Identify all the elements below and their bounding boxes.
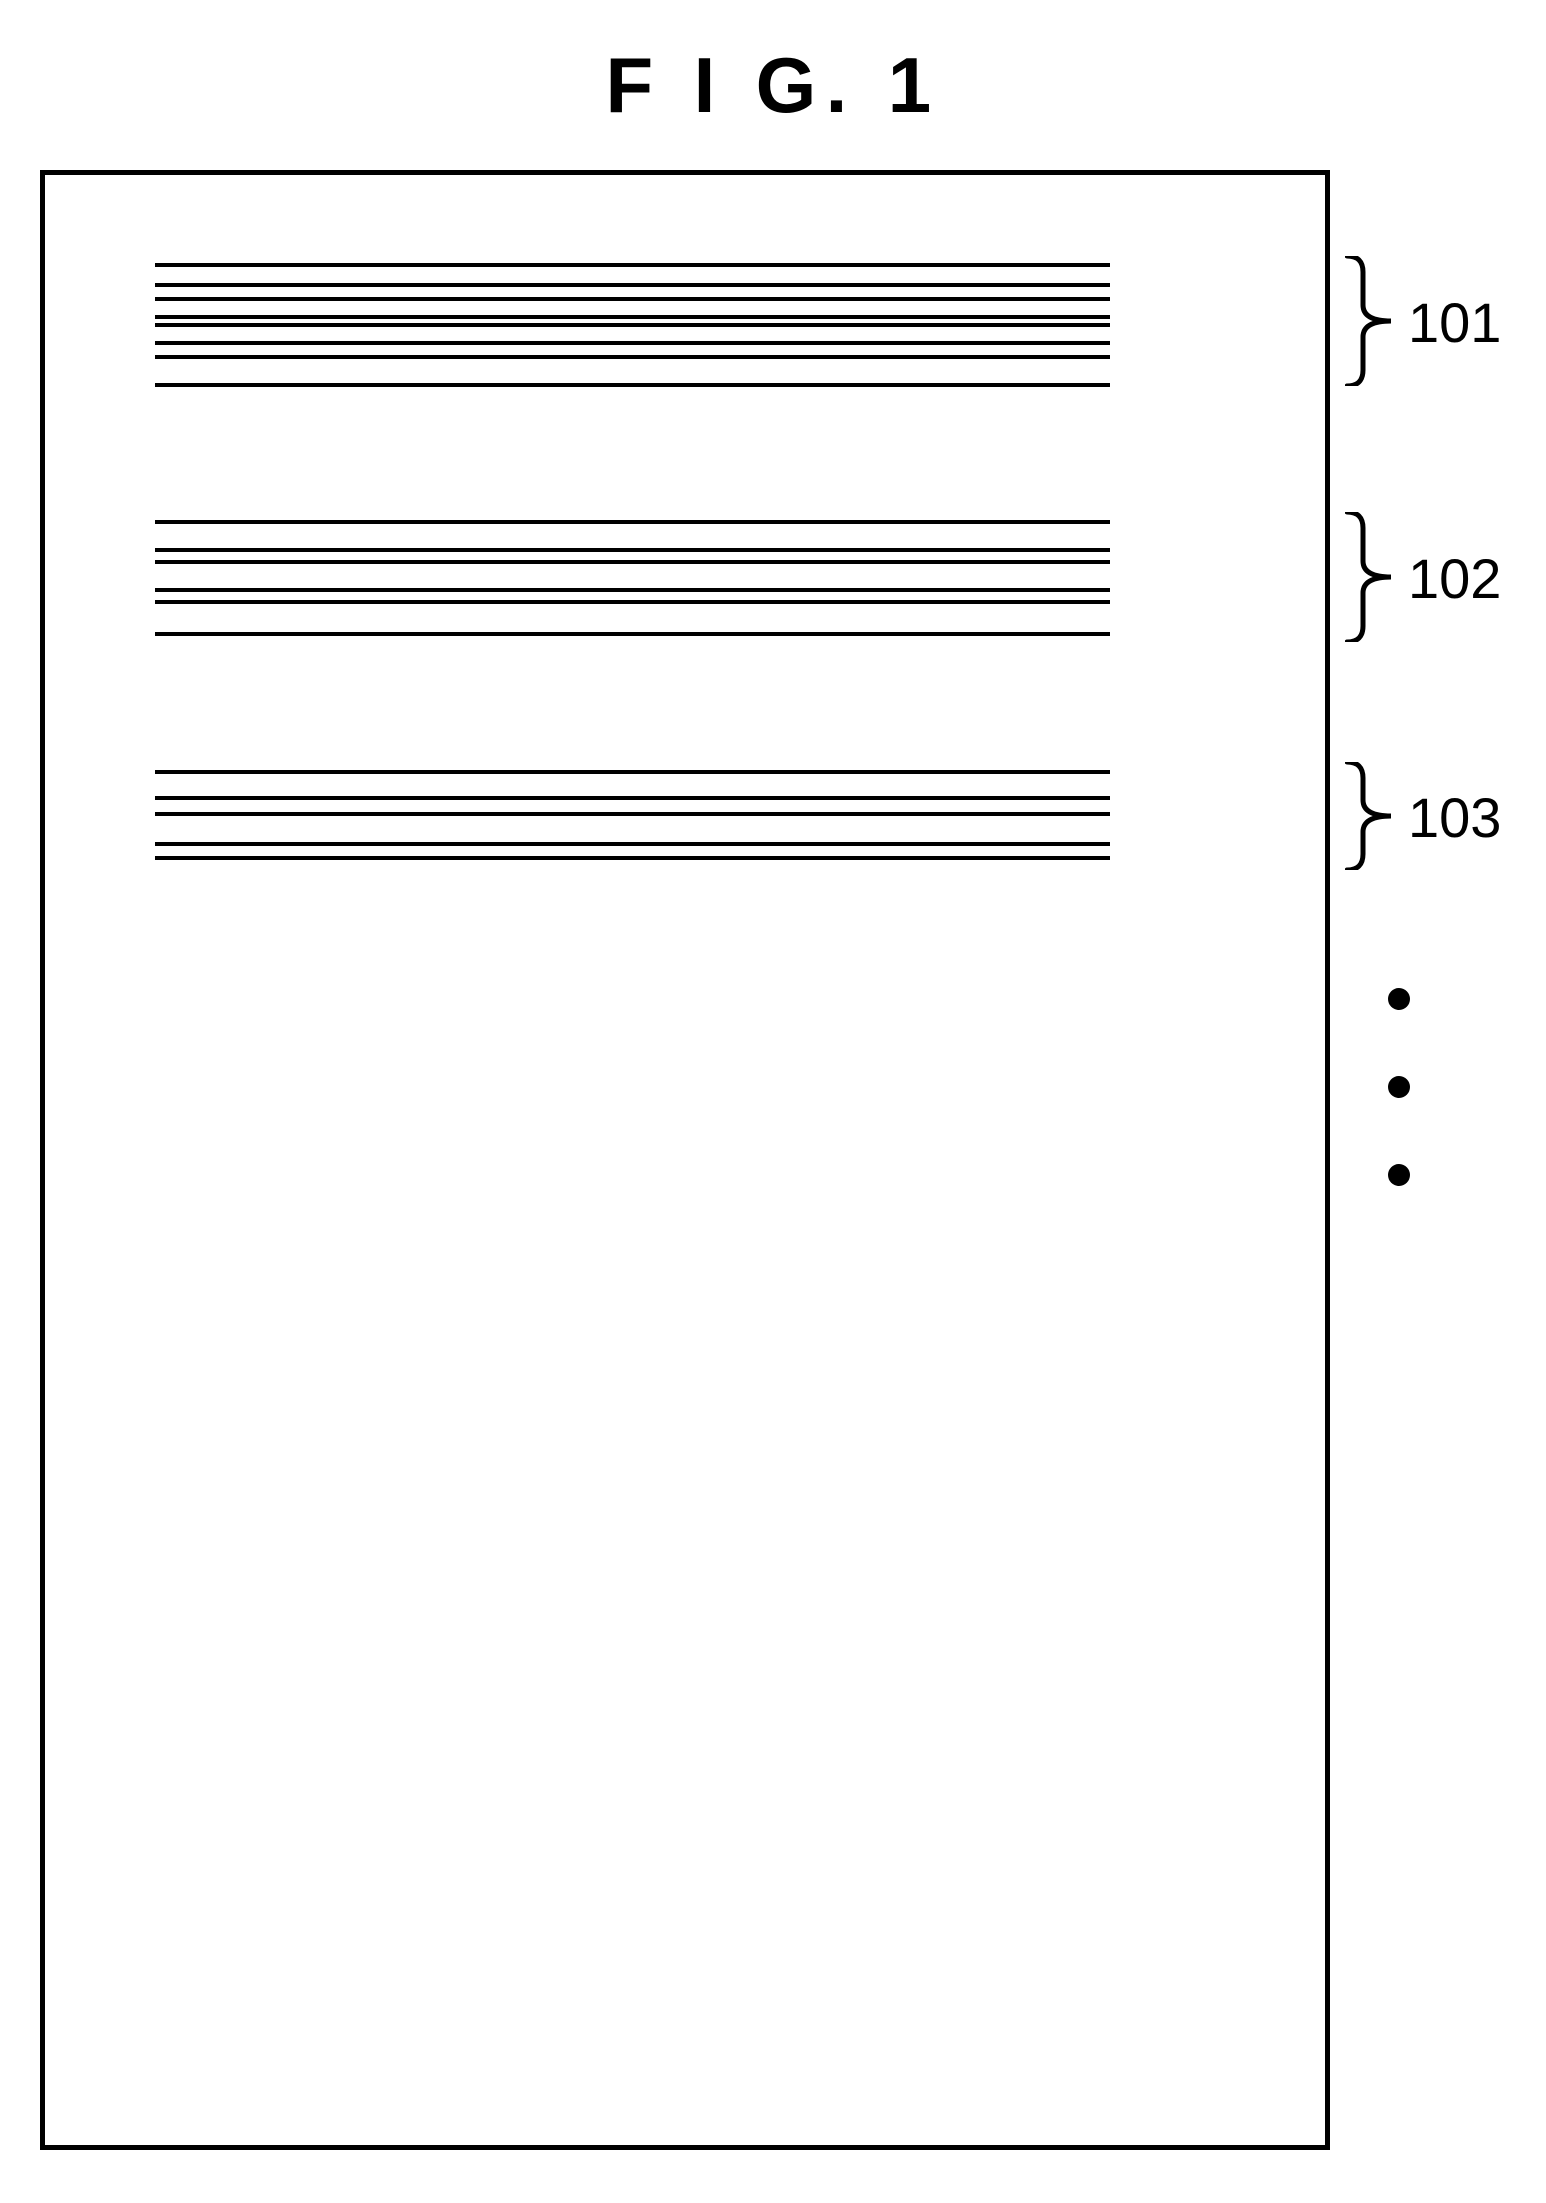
text-line (155, 632, 1110, 636)
text-line (155, 297, 1110, 301)
text-line (155, 520, 1110, 524)
brace-icon (1345, 512, 1393, 642)
text-line (155, 856, 1110, 860)
text-line (155, 812, 1110, 816)
brace-icon (1345, 256, 1393, 386)
text-line (155, 383, 1110, 387)
text-line (155, 796, 1110, 800)
ellipsis-dot (1388, 988, 1410, 1010)
text-line (155, 588, 1110, 592)
brace-103 (1345, 762, 1393, 870)
ellipsis-dot (1388, 1076, 1410, 1098)
brace-label-103: 103 (1408, 785, 1501, 850)
text-line (155, 355, 1110, 359)
text-line (155, 560, 1110, 564)
text-line (155, 770, 1110, 774)
figure-title: F I G. 1 (0, 40, 1546, 131)
brace-icon (1345, 762, 1393, 870)
brace-102 (1345, 512, 1393, 642)
brace-label-102: 102 (1408, 546, 1501, 611)
text-line (155, 283, 1110, 287)
brace-label-101: 101 (1408, 290, 1501, 355)
text-block-101 (155, 263, 1110, 387)
text-line (155, 600, 1110, 604)
text-block-103 (155, 770, 1110, 860)
text-line (155, 842, 1110, 846)
text-line (155, 263, 1110, 267)
ellipsis-dot (1388, 1164, 1410, 1186)
text-line (155, 548, 1110, 552)
brace-101 (1345, 256, 1393, 386)
figure-title-text: F I G. 1 (606, 41, 941, 129)
text-block-102 (155, 520, 1110, 636)
text-line (155, 341, 1110, 345)
page-frame (40, 170, 1330, 2150)
text-line (155, 323, 1110, 327)
text-line (155, 315, 1110, 319)
